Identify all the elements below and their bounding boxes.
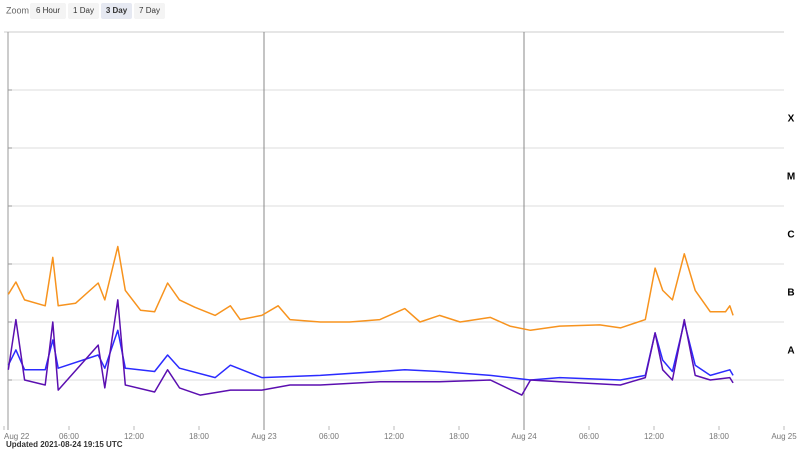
- flare-class-label: A: [787, 346, 794, 357]
- x-tick-label: Aug 24: [511, 432, 537, 441]
- updated-text: Updated 2021-08-24 19:15 UTC: [6, 440, 123, 449]
- flare-class-label: M: [787, 172, 795, 183]
- zoom-button-label[interactable]: 6 Hour: [36, 6, 60, 15]
- x-tick-label: 12:00: [124, 432, 145, 441]
- x-tick-label: 18:00: [449, 432, 470, 441]
- zoom-button-label[interactable]: 1 Day: [73, 6, 94, 15]
- x-tick-label: 18:00: [709, 432, 730, 441]
- x-tick-label: 06:00: [59, 432, 80, 441]
- zoom-button-label[interactable]: 7 Day: [139, 6, 160, 15]
- zoom-label: Zoom: [6, 5, 29, 15]
- flare-class-label: B: [787, 288, 794, 299]
- x-tick-label: 06:00: [319, 432, 340, 441]
- zoom-button[interactable]: [134, 3, 165, 19]
- x-tick-label: Aug 25: [771, 432, 797, 441]
- x-tick-label: Aug 23: [251, 432, 277, 441]
- zoom-button-label[interactable]: 3 Day: [106, 6, 128, 15]
- x-tick-label: 18:00: [189, 432, 210, 441]
- flux-line: [7, 299, 734, 396]
- toolbar: Zoom 6 Hour 1 Day 3 Day 7 Day: [6, 3, 165, 19]
- zoom-button[interactable]: [30, 3, 66, 19]
- x-tick-label: 06:00: [579, 432, 600, 441]
- flux-line: [7, 321, 734, 381]
- flare-class-label: C: [787, 230, 794, 241]
- flux-line: [7, 245, 734, 332]
- x-tick-label: 12:00: [644, 432, 665, 441]
- zoom-button[interactable]: [68, 3, 99, 19]
- x-tick-label: 12:00: [384, 432, 405, 441]
- x-tick-label: Aug 22: [4, 432, 30, 441]
- zoom-button[interactable]: [101, 3, 132, 19]
- flare-class-label: X: [788, 114, 795, 125]
